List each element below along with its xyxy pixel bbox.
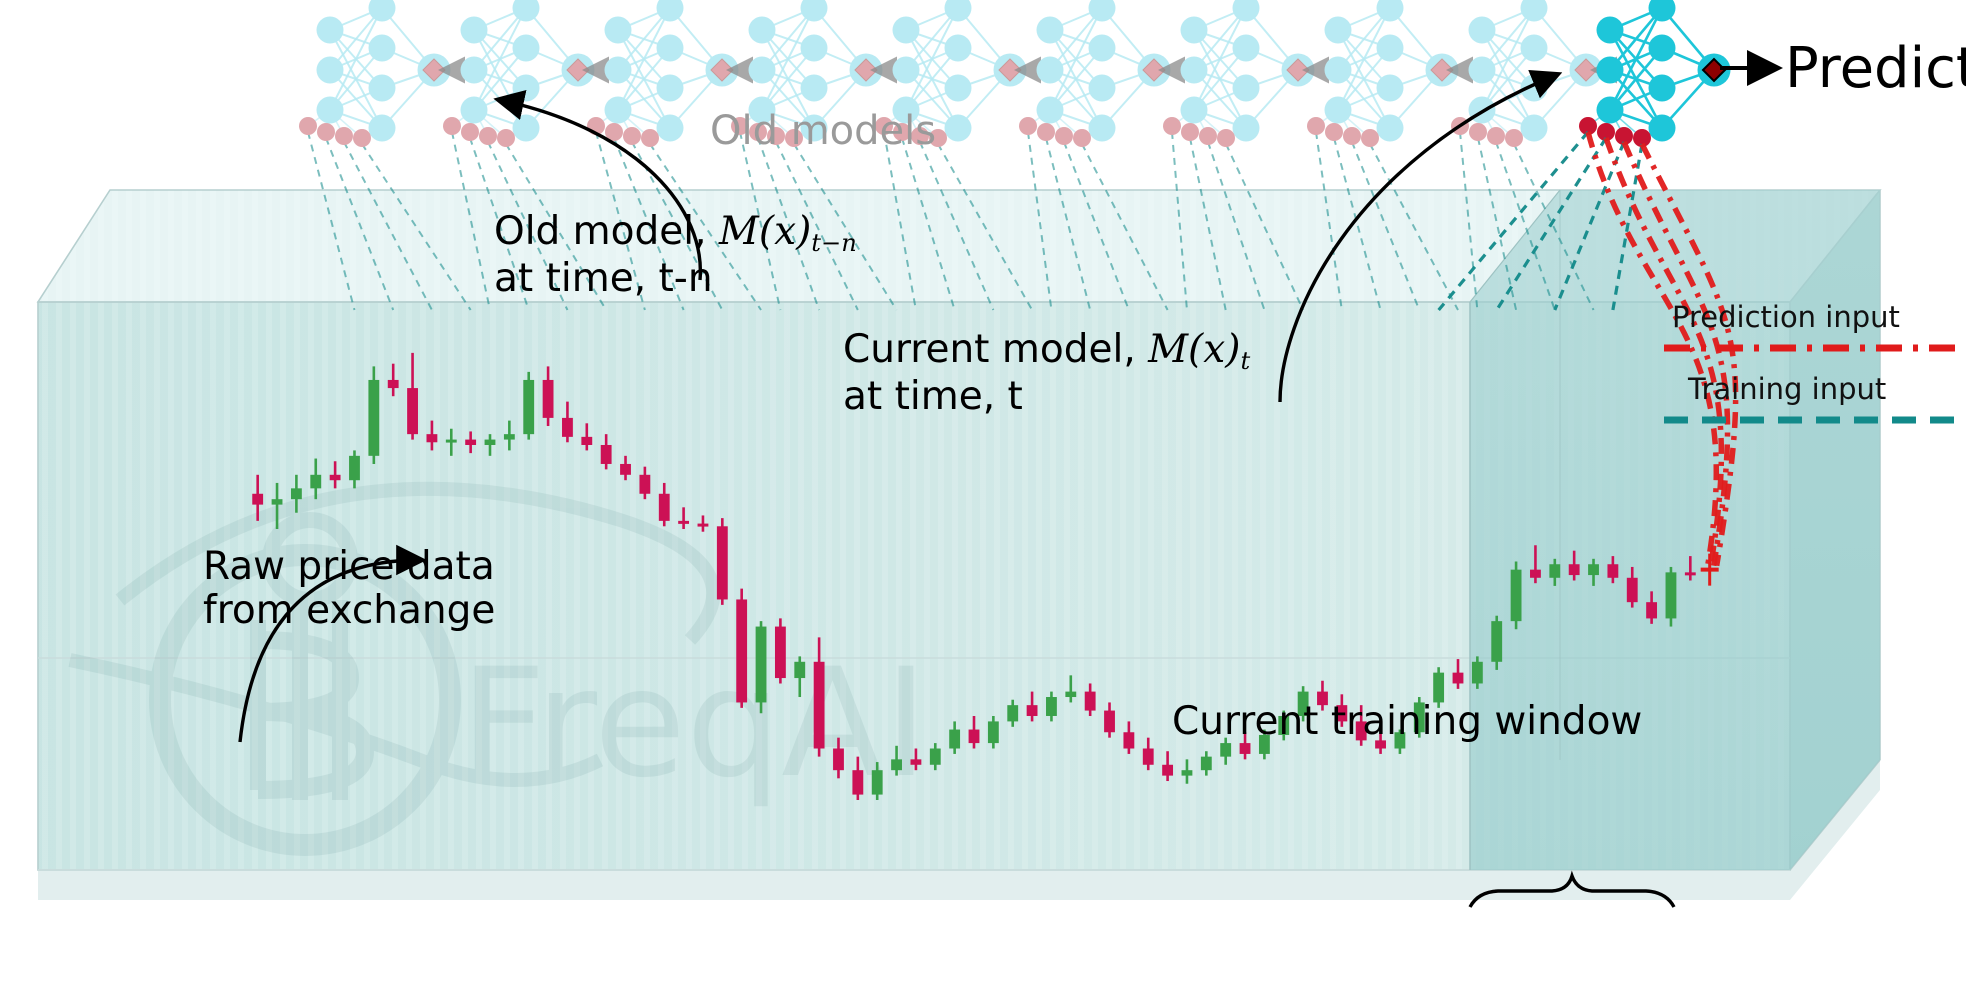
training-input-links (307, 131, 1595, 311)
legend-label-prediction-input: Prediction input (1672, 300, 1900, 334)
old-model-time-label: at time, t-n (494, 255, 713, 301)
raw-price-line1: Raw price data (203, 544, 495, 589)
current-model-time-label: at time, t (843, 373, 1023, 419)
training-window-brace (1468, 870, 1676, 908)
current-training-window-label: Current training window (1172, 699, 1643, 744)
svg-text:FreqAI: FreqAI (460, 637, 928, 811)
current-model-math-sub: t (1240, 346, 1251, 375)
leader-lines (238, 69, 1563, 743)
old-model-networks (299, 0, 1617, 147)
legend-swatch-prediction-input (1664, 344, 1960, 352)
candlestick-series (252, 352, 1719, 800)
legend-label-training-input: Training input (1688, 372, 1887, 406)
freqai-watermark: FreqAI (68, 481, 928, 856)
prediction-label: Prediction (1785, 36, 1966, 101)
old-model-annotation: Old model, M(x)t−n at time, t-n (494, 210, 857, 301)
old-model-math: M(x) (718, 209, 812, 254)
current-model-label-pre: Current model, (843, 327, 1149, 372)
current-model-math: M(x) (1148, 327, 1241, 372)
old-model-math-sub: t−n (811, 228, 857, 257)
legend-swatch-training-input (1664, 416, 1960, 424)
training-window-highlight (1469, 189, 1880, 870)
raw-price-annotation: Raw price data from exchange (203, 545, 495, 632)
prediction-input-links (1437, 130, 1739, 567)
old-model-label-pre: Old model, (494, 209, 719, 254)
current-model-network[interactable] (1579, 0, 1731, 147)
raw-price-line2: from exchange (203, 587, 496, 633)
current-model-annotation: Current model, M(x)t at time, t (843, 328, 1250, 419)
old-models-label: Old models (710, 108, 937, 154)
